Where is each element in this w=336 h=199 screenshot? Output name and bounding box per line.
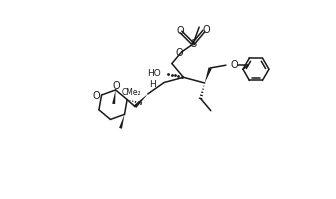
Text: CMe₂: CMe₂: [121, 88, 141, 97]
Text: O: O: [176, 26, 184, 36]
Polygon shape: [112, 90, 116, 104]
Text: H: H: [150, 80, 156, 90]
Text: O: O: [230, 60, 238, 70]
Polygon shape: [134, 94, 148, 108]
Text: O: O: [93, 91, 100, 101]
Polygon shape: [119, 114, 125, 129]
Text: O: O: [202, 25, 210, 35]
Text: S: S: [190, 39, 196, 49]
Text: O: O: [113, 81, 120, 91]
Polygon shape: [205, 67, 212, 83]
Text: O: O: [176, 48, 183, 58]
Text: HO: HO: [147, 69, 161, 78]
